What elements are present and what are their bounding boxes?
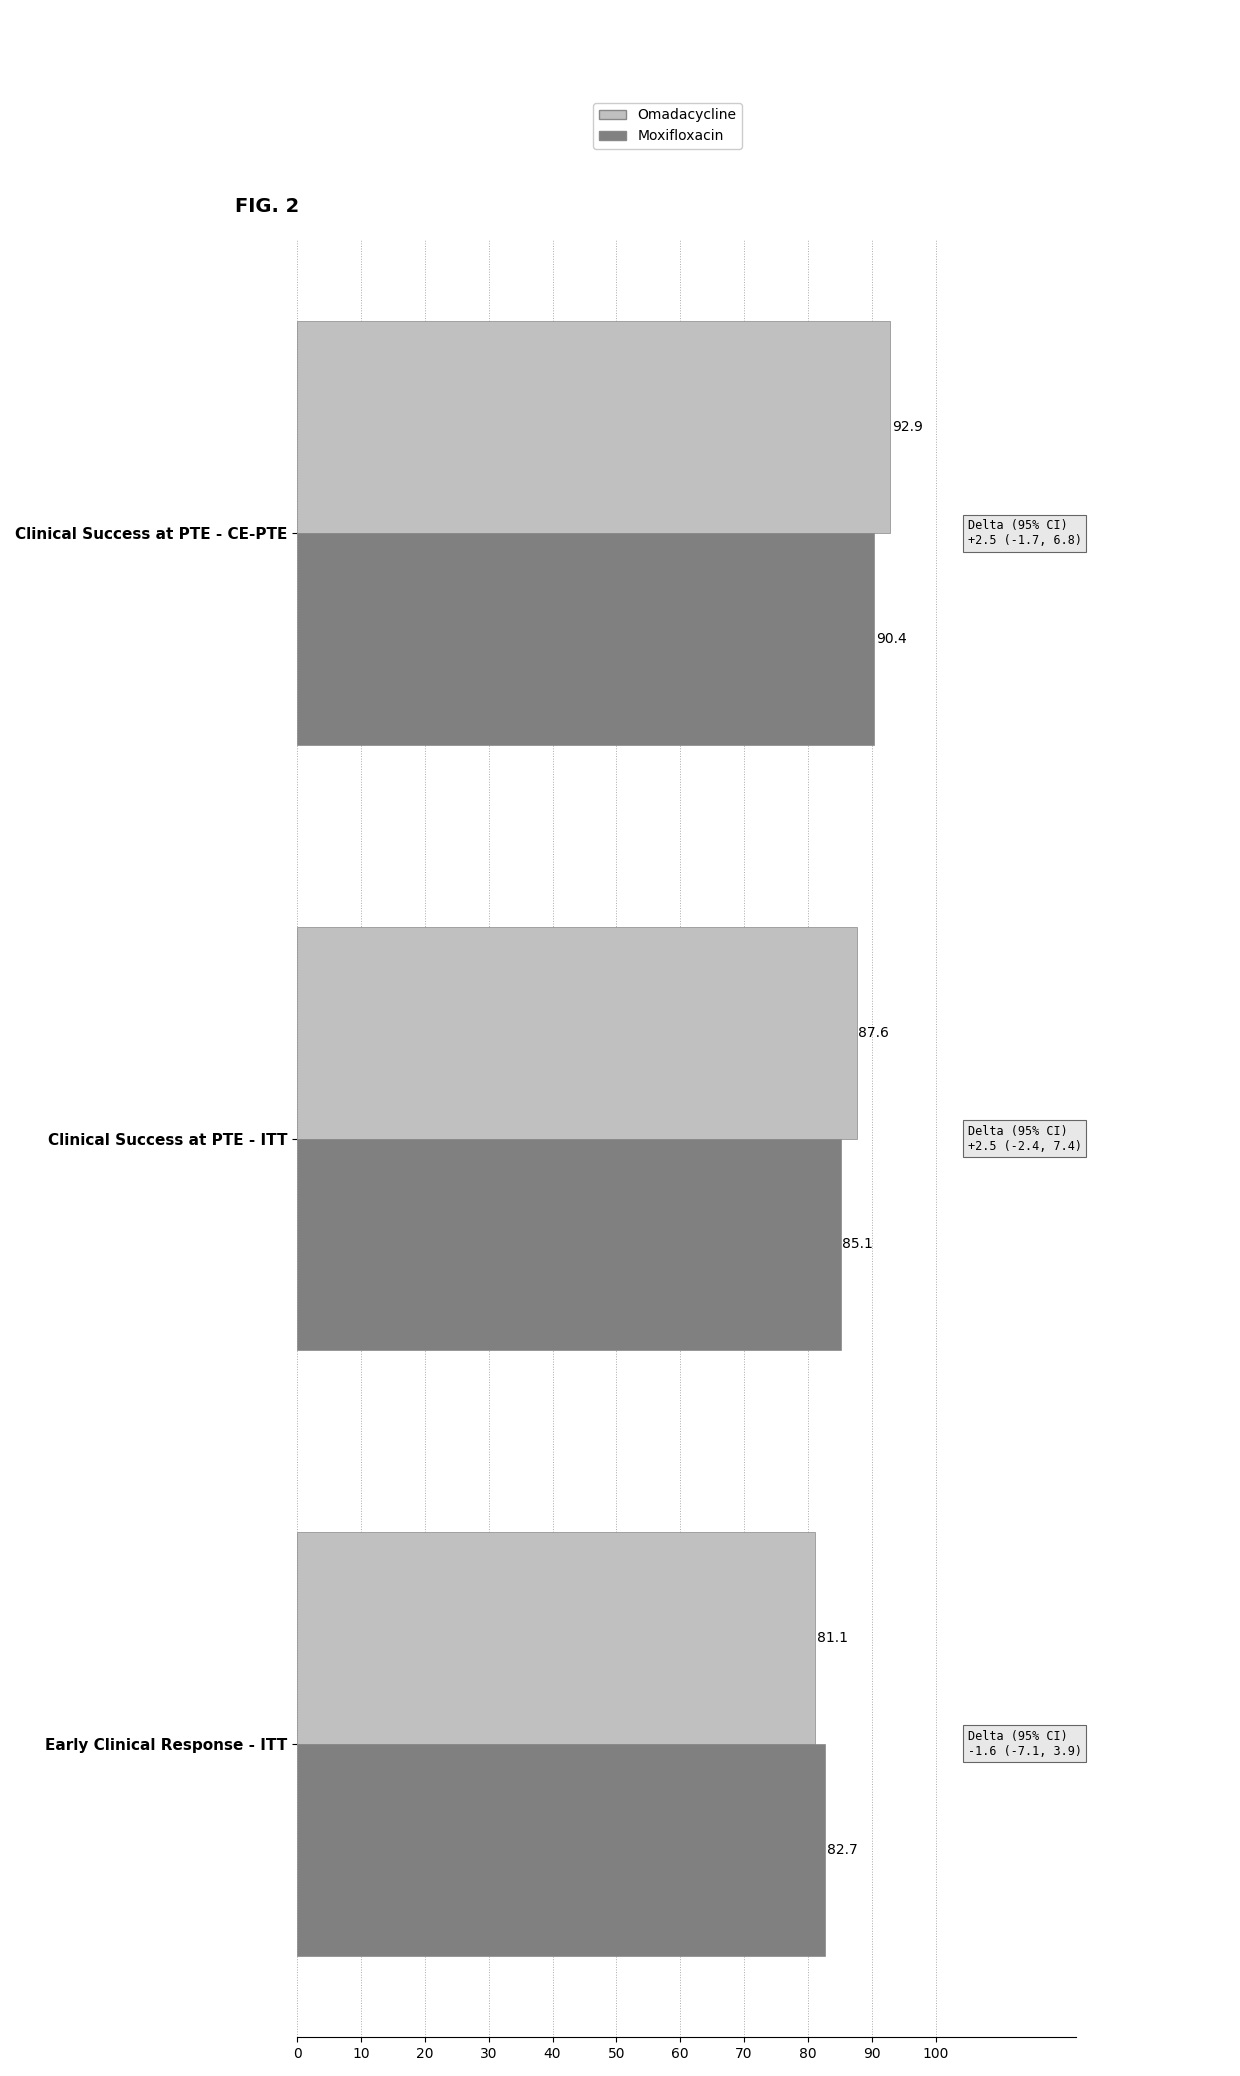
Text: Delta (95% CI)
+2.5 (-1.7, 6.8): Delta (95% CI) +2.5 (-1.7, 6.8) xyxy=(967,519,1081,548)
Text: Delta (95% CI)
-1.6 (-7.1, 3.9): Delta (95% CI) -1.6 (-7.1, 3.9) xyxy=(967,1729,1081,1758)
Bar xyxy=(298,1744,826,1956)
Text: 81.1: 81.1 xyxy=(817,1632,848,1644)
Text: 90.4: 90.4 xyxy=(877,633,908,646)
Text: 85.1: 85.1 xyxy=(842,1237,873,1252)
Bar xyxy=(298,322,890,534)
Bar xyxy=(298,1138,841,1349)
Text: 82.7: 82.7 xyxy=(827,1843,858,1856)
Text: 92.9: 92.9 xyxy=(893,419,923,434)
Text: FIG. 2: FIG. 2 xyxy=(234,197,299,216)
Text: 87.6: 87.6 xyxy=(858,1026,889,1040)
Bar xyxy=(298,926,857,1138)
Legend: Omadacycline, Moxifloxacin: Omadacycline, Moxifloxacin xyxy=(593,104,742,149)
Bar xyxy=(298,1532,815,1744)
Bar xyxy=(298,534,874,745)
Text: Delta (95% CI)
+2.5 (-2.4, 7.4): Delta (95% CI) +2.5 (-2.4, 7.4) xyxy=(967,1125,1081,1152)
